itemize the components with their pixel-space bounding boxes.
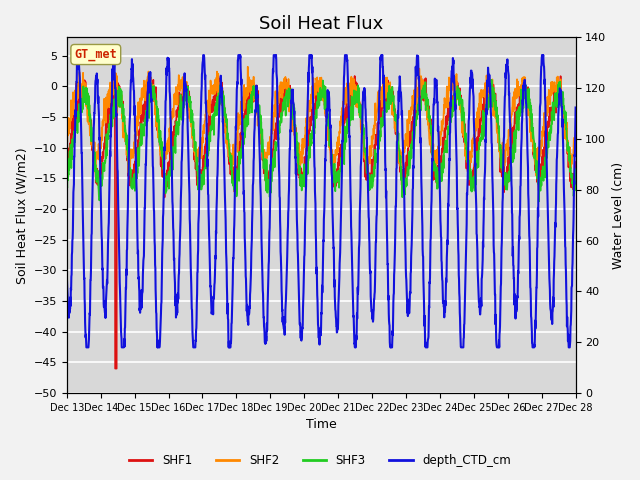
X-axis label: Time: Time — [306, 419, 337, 432]
Legend: SHF1, SHF2, SHF3, depth_CTD_cm: SHF1, SHF2, SHF3, depth_CTD_cm — [124, 449, 516, 472]
Y-axis label: Soil Heat Flux (W/m2): Soil Heat Flux (W/m2) — [15, 147, 28, 284]
Y-axis label: Water Level (cm): Water Level (cm) — [612, 162, 625, 269]
Text: GT_met: GT_met — [74, 48, 117, 61]
Title: Soil Heat Flux: Soil Heat Flux — [259, 15, 383, 33]
